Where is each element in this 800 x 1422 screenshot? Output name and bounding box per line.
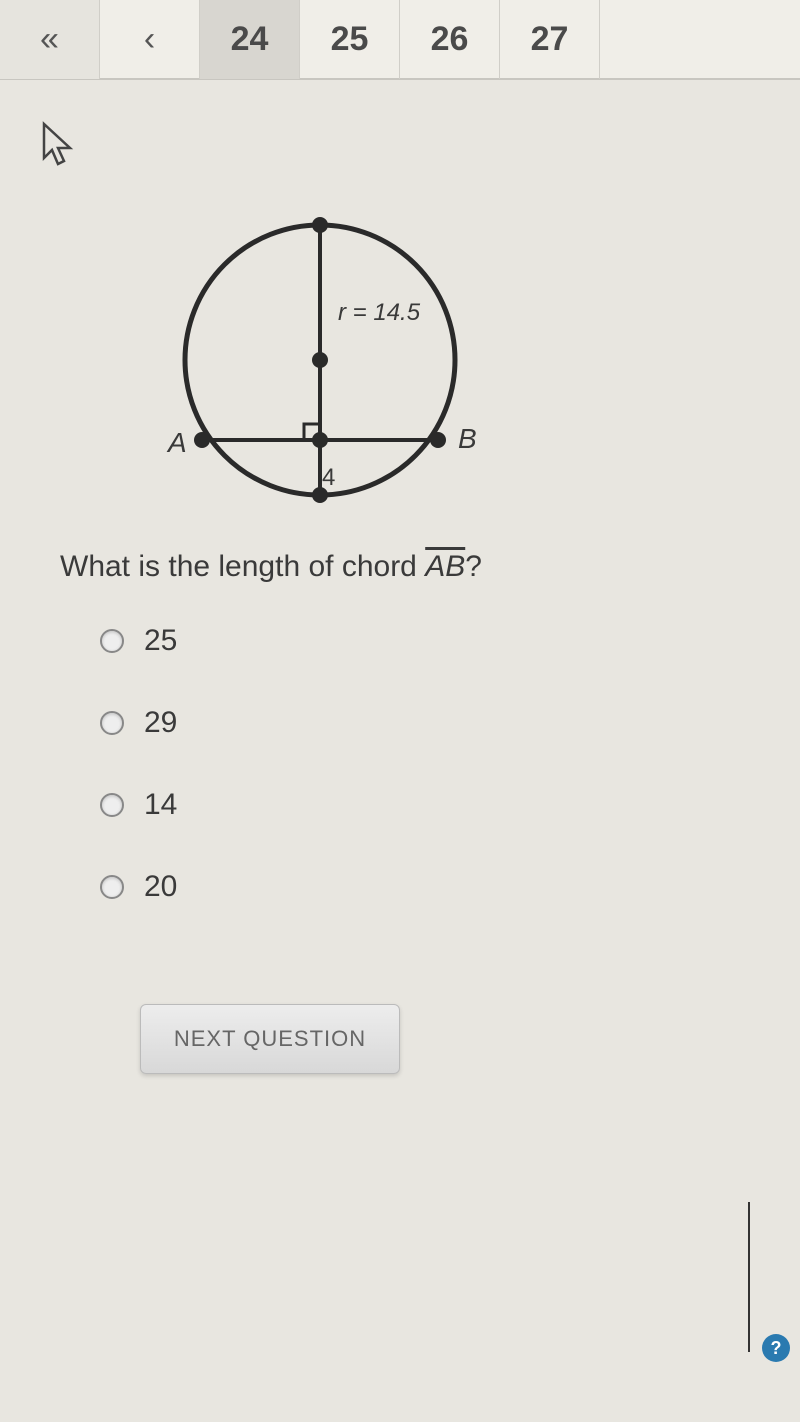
segment-4-label: 4 [322, 464, 335, 491]
radius-label: r = 14.5 [338, 299, 421, 326]
radio-icon [100, 711, 124, 735]
option-label: 14 [144, 788, 177, 822]
point-b [430, 432, 446, 448]
circle-diagram: r = 14.5 4 A B [160, 200, 480, 520]
question-prefix: What is the length of chord [60, 550, 425, 583]
question-content: r = 14.5 4 A B What is the length of cho… [0, 80, 800, 1114]
question-segment: AB [425, 550, 465, 583]
radio-icon [100, 875, 124, 899]
answer-options: 25 29 14 20 [100, 624, 760, 904]
foot-point [312, 432, 328, 448]
nav-tab-27[interactable]: 27 [500, 0, 600, 79]
option-25[interactable]: 25 [100, 624, 760, 658]
point-a [194, 432, 210, 448]
option-label: 20 [144, 870, 177, 904]
nav-tab-26[interactable]: 26 [400, 0, 500, 79]
radio-icon [100, 629, 124, 653]
radio-icon [100, 793, 124, 817]
label-b: B [458, 423, 477, 454]
option-14[interactable]: 14 [100, 788, 760, 822]
question-suffix: ? [465, 550, 482, 583]
nav-first-button[interactable]: « [0, 0, 100, 79]
help-icon[interactable]: ? [762, 1334, 790, 1362]
nav-tab-24[interactable]: 24 [200, 0, 300, 79]
option-20[interactable]: 20 [100, 870, 760, 904]
option-29[interactable]: 29 [100, 706, 760, 740]
top-point [312, 217, 328, 233]
center-point [312, 352, 328, 368]
next-question-button[interactable]: NEXT QUESTION [140, 1004, 400, 1074]
nav-tab-25[interactable]: 25 [300, 0, 400, 79]
question-text: What is the length of chord AB? [60, 550, 760, 584]
nav-prev-button[interactable]: ‹ [100, 0, 200, 79]
question-nav: « ‹ 24 25 26 27 [0, 0, 800, 80]
label-a: A [166, 427, 187, 458]
divider-line [748, 1202, 750, 1352]
option-label: 25 [144, 624, 177, 658]
option-label: 29 [144, 706, 177, 740]
